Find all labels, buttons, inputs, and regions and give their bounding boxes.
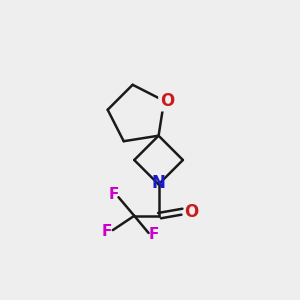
Text: F: F: [109, 187, 119, 202]
Text: F: F: [102, 224, 112, 239]
Text: O: O: [184, 202, 199, 220]
Text: O: O: [160, 92, 174, 110]
Text: N: N: [152, 174, 166, 192]
Text: F: F: [149, 227, 160, 242]
